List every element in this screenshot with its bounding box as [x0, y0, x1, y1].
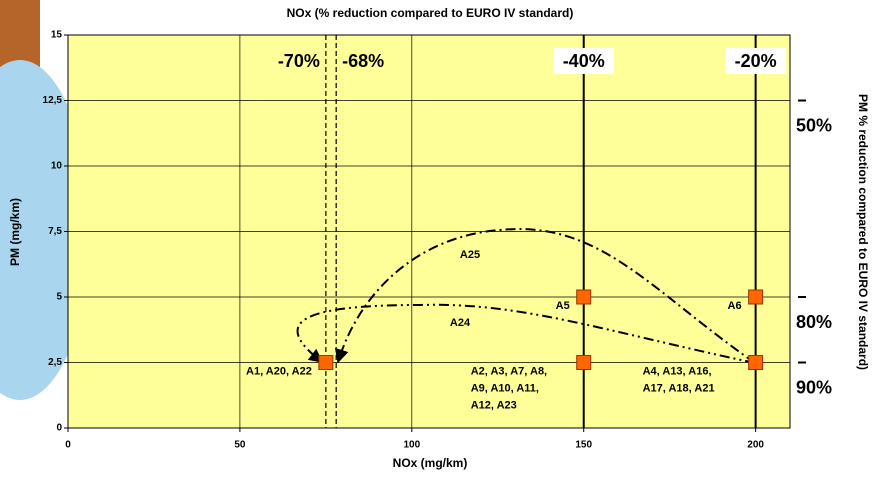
- point-label: A6: [728, 300, 742, 312]
- annotation: A24: [450, 317, 471, 329]
- point: [749, 290, 763, 304]
- y-tick-label: 7,5: [48, 226, 62, 237]
- x-tick-label: 50: [234, 440, 246, 451]
- point: [577, 356, 591, 370]
- x-tick-label: 200: [747, 440, 764, 451]
- chart: A25 A24 NOx (% reduction compared to EUR…: [0, 0, 874, 480]
- y-tick-label: 12,5: [43, 95, 63, 106]
- y-tick-label: 5: [56, 292, 62, 303]
- right-label: 50%: [796, 115, 832, 135]
- point-label: A5: [556, 300, 570, 312]
- x-tick-label: 100: [403, 440, 420, 451]
- point-label: A17, A18, A21: [643, 382, 715, 394]
- point-label: A1, A20, A22: [246, 365, 312, 377]
- point-label: A4, A13, A16,: [643, 365, 712, 377]
- point: [319, 356, 333, 370]
- reference-label: -68%: [342, 51, 384, 71]
- x-tick-label: 0: [65, 440, 71, 451]
- reference-label: -40%: [563, 51, 605, 71]
- y-tick-label: 2,5: [48, 357, 62, 368]
- reference-label: -20%: [735, 51, 777, 71]
- x-axis-label: NOx (mg/km): [393, 456, 468, 470]
- y-axis-label: PM (mg/km): [8, 198, 22, 266]
- right-label: 80%: [796, 312, 832, 332]
- x-tick-label: 150: [575, 440, 592, 451]
- reference-label: -70%: [278, 51, 320, 71]
- point: [577, 290, 591, 304]
- y-tick-label: 10: [51, 161, 63, 172]
- y2-axis-label: PM % reduction compared to EURO IV stand…: [856, 94, 870, 370]
- annotation: A25: [460, 249, 480, 261]
- y-tick-label: 15: [51, 30, 63, 41]
- y-tick-label: 0: [56, 423, 62, 434]
- chart-title: NOx (% reduction compared to EURO IV sta…: [287, 6, 574, 20]
- point: [749, 356, 763, 370]
- right-label: 90%: [796, 377, 832, 397]
- point-label: A12, A23: [471, 399, 517, 411]
- point-label: A9, A10, A11,: [471, 382, 539, 394]
- point-label: A2, A3, A7, A8,: [471, 365, 547, 377]
